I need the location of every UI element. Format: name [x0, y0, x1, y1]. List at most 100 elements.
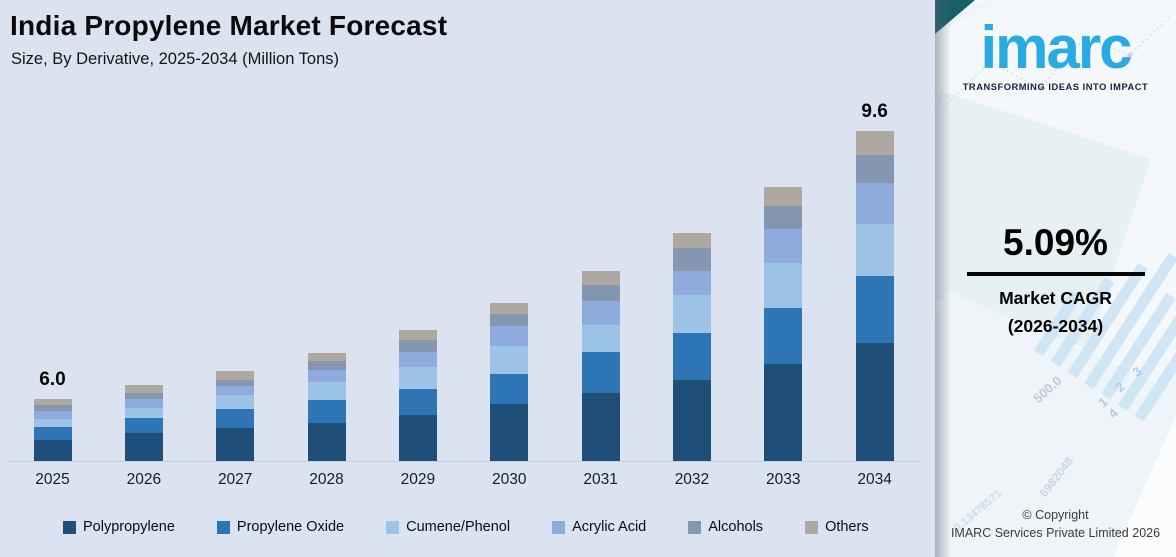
- cagr-label: Market CAGR: [999, 288, 1112, 308]
- bar-segment-polypropylene: [398, 415, 437, 461]
- bar-segment-polypropylene: [490, 404, 529, 461]
- bar-segment-others: [33, 399, 72, 405]
- panel-edge-shadow: [935, 0, 951, 557]
- stacked-bar-2025: [33, 399, 72, 461]
- bar-segment-alcohols: [33, 405, 72, 411]
- bar-segment-acrylic-acid: [490, 326, 529, 346]
- stacked-bar-2029: [398, 330, 437, 461]
- legend-item-alcohols: Alcohols: [688, 519, 763, 535]
- bar-segment-propylene-oxide: [490, 374, 529, 404]
- bar-segment-acrylic-acid: [307, 370, 346, 382]
- bar-segment-others: [307, 353, 346, 361]
- bar-segment-acrylic-acid: [33, 411, 72, 419]
- legend-label: Alcohols: [708, 519, 764, 535]
- legend-label: Others: [825, 519, 869, 535]
- brand-panel: 500.0 1 2 3 4 6982048 0.13478571 imarc T…: [935, 0, 1176, 557]
- legend-swatch-icon: [386, 520, 400, 534]
- x-tick-label-2028: 2028: [309, 471, 344, 488]
- x-tick-label-2032: 2032: [674, 471, 710, 488]
- cagr-value: 5.09%: [1003, 222, 1108, 263]
- legend-swatch-icon: [63, 520, 76, 534]
- bar-total-label-2025: 6.0: [39, 369, 66, 390]
- bar-segment-polypropylene: [581, 392, 620, 461]
- imarc-tagline: TRANSFORMING IDEAS INTO IMPACT: [962, 82, 1149, 92]
- stacked-bar-2034: [855, 130, 894, 461]
- bar-segment-alcohols: [124, 393, 163, 399]
- bar-segment-polypropylene: [33, 439, 72, 461]
- chart-subtitle: Size, By Derivative, 2025-2034 (Million …: [11, 50, 340, 68]
- bar-segment-alcohols: [672, 248, 711, 271]
- x-tick-label-2025: 2025: [35, 471, 70, 488]
- legend-label: Propylene Oxide: [236, 519, 345, 535]
- bar-segment-propylene-oxide: [216, 408, 255, 428]
- bar-segment-propylene-oxide: [764, 307, 803, 364]
- legend-item-propylene-oxide: Propylene Oxide: [216, 519, 345, 535]
- stacked-bar-plot: 2025 6.0 2026 2027 2028 2029 2030 2031 2032 2033 2…: [8, 101, 920, 488]
- x-tick-label-2027: 2027: [217, 471, 253, 488]
- imarc-logo: imarc TRANSFORMING IDEAS INTO IMPACT: [935, 14, 1176, 93]
- bar-segment-cumene-phenol: [398, 367, 437, 389]
- x-tick-label-2026: 2026: [126, 471, 162, 488]
- legend-item-polypropylene: Polypropylene: [63, 519, 175, 535]
- bar-segment-cumene-phenol: [307, 381, 346, 400]
- bar-segment-acrylic-acid: [855, 183, 894, 224]
- chart-title: India Propylene Market Forecast: [10, 10, 448, 41]
- x-tick-label-2033: 2033: [766, 471, 801, 488]
- chart-legend: Polypropylene Propylene Oxide Cumene/Phe…: [63, 519, 869, 535]
- legend-item-others: Others: [805, 519, 869, 535]
- bar-segment-acrylic-acid: [764, 228, 803, 263]
- stacked-bar-2027: [216, 371, 255, 461]
- bar-segment-propylene-oxide: [33, 427, 72, 440]
- legend-swatch-icon: [688, 520, 702, 534]
- bar-segment-polypropylene: [124, 433, 163, 461]
- stacked-bar-2028: [307, 353, 346, 461]
- x-tick-label-2030: 2030: [492, 471, 527, 488]
- bar-segment-polypropylene: [216, 427, 255, 461]
- legend-swatch-icon: [216, 520, 230, 534]
- bar-segment-cumene-phenol: [855, 223, 894, 276]
- legend-label: Cumene/Phenol: [406, 519, 511, 535]
- bar-segment-others: [124, 385, 163, 393]
- stacked-bar-2032: [672, 232, 711, 461]
- cagr-divider: [966, 272, 1145, 276]
- bar-segment-polypropylene: [855, 342, 894, 461]
- bar-segment-others: [855, 130, 894, 155]
- stacked-bar-2031: [581, 271, 620, 461]
- cagr-block: 5.09% Market CAGR (2026-2034): [935, 222, 1176, 337]
- decor-dotted-line: [942, 15, 1172, 109]
- bar-segment-acrylic-acid: [398, 351, 437, 367]
- stacked-bar-2030: [490, 303, 529, 461]
- bar-segment-cumene-phenol: [33, 418, 72, 427]
- bar-segment-propylene-oxide: [581, 351, 620, 393]
- bar-segment-alcohols: [398, 340, 437, 352]
- bar-segment-acrylic-acid: [672, 270, 711, 295]
- bar-segment-cumene-phenol: [581, 325, 620, 352]
- cagr-period: (2026-2034): [1007, 316, 1104, 336]
- bar-segment-propylene-oxide: [855, 276, 894, 343]
- legend-swatch-icon: [552, 520, 566, 534]
- bar-segment-polypropylene: [672, 379, 711, 461]
- bar-segment-propylene-oxide: [307, 400, 346, 423]
- legend-label: Polypropylene: [83, 519, 175, 535]
- chart-area: India Propylene Market Forecast Size, By…: [8, 10, 920, 535]
- x-tick-label-2034: 2034: [857, 471, 892, 488]
- stacked-bar-2033: [764, 187, 803, 461]
- bar-segment-cumene-phenol: [490, 346, 529, 374]
- bar-segment-others: [672, 232, 711, 248]
- bar-segment-cumene-phenol: [764, 263, 803, 308]
- legend-swatch-icon: [805, 520, 819, 534]
- bar-segment-propylene-oxide: [124, 418, 163, 433]
- bar-segment-propylene-oxide: [398, 388, 437, 415]
- copyright-line1: © Copyright: [1022, 507, 1089, 522]
- copyright-line2: IMARC Services Private Limited 2026: [950, 526, 1161, 541]
- copyright: © Copyright IMARC Services Private Limit…: [935, 506, 1176, 544]
- legend-item-acrylic-acid: Acrylic Acid: [552, 519, 646, 535]
- x-tick-label-2029: 2029: [400, 471, 436, 488]
- stacked-bar-2026: [124, 385, 163, 461]
- bar-segment-alcohols: [855, 154, 894, 183]
- imarc-logo-text: imarc: [980, 14, 1132, 81]
- bar-segment-others: [216, 371, 255, 380]
- bar-segment-alcohols: [307, 361, 346, 370]
- bar-segment-alcohols: [581, 284, 620, 301]
